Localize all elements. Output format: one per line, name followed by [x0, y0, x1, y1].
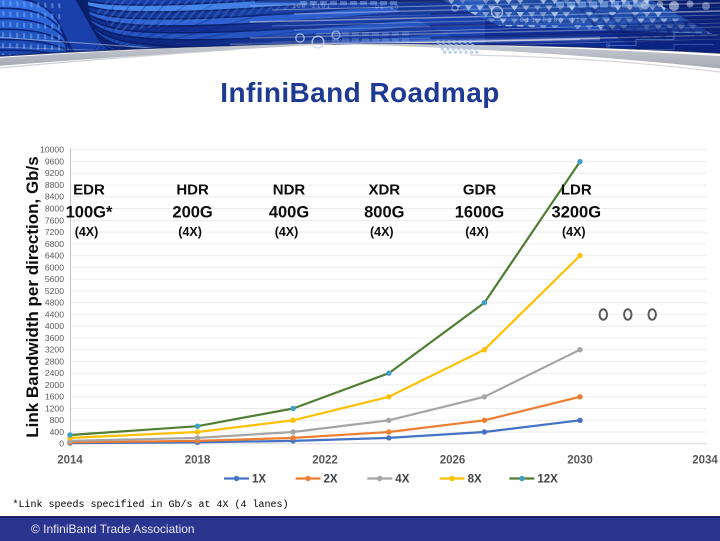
svg-text:400: 400 — [50, 427, 65, 437]
svg-text:100 1101: 100 1101 — [292, 3, 331, 10]
svg-text:Link Bandwidth per direction,: Link Bandwidth per direction, Gb/s — [23, 156, 42, 437]
svg-text:9600: 9600 — [45, 157, 64, 167]
svg-text:(4X): (4X) — [275, 225, 299, 239]
svg-text:2014: 2014 — [57, 455, 83, 467]
svg-text:(4X): (4X) — [465, 225, 489, 239]
svg-text:12X: 12X — [537, 474, 558, 486]
svg-text:1200: 1200 — [45, 403, 64, 413]
svg-text:400G: 400G — [269, 203, 309, 221]
svg-text:EDR: EDR — [73, 182, 105, 199]
svg-text:5600: 5600 — [45, 274, 64, 284]
svg-text:2034: 2034 — [692, 455, 718, 467]
svg-text:(4X): (4X) — [370, 225, 394, 239]
svg-text:(4X): (4X) — [562, 225, 586, 239]
svg-text:6000: 6000 — [45, 262, 64, 272]
svg-text:3200G: 3200G — [552, 203, 602, 221]
svg-text:HDR: HDR — [176, 182, 209, 199]
svg-text:0: 0 — [59, 439, 64, 449]
svg-text:10000: 10000 — [40, 145, 64, 155]
svg-text:2018: 2018 — [185, 455, 211, 467]
svg-text:5200: 5200 — [45, 286, 64, 296]
svg-text:6800: 6800 — [45, 239, 64, 249]
svg-text:01 10: 01 10 — [375, 4, 400, 11]
svg-text:8000: 8000 — [45, 204, 64, 214]
svg-text:6400: 6400 — [45, 251, 64, 261]
svg-text:8400: 8400 — [45, 192, 64, 202]
svg-text:2026: 2026 — [440, 455, 466, 467]
svg-text:XDR: XDR — [368, 182, 400, 199]
svg-text:7600: 7600 — [45, 215, 64, 225]
svg-text:2800: 2800 — [45, 356, 64, 366]
svg-text:LDR: LDR — [561, 182, 592, 199]
svg-text:800G: 800G — [364, 203, 404, 221]
svg-text:7200: 7200 — [45, 227, 64, 237]
svg-text:8800: 8800 — [45, 180, 64, 190]
svg-text:200G: 200G — [172, 203, 212, 221]
svg-text:2030: 2030 — [567, 455, 593, 467]
svg-text:3600: 3600 — [45, 333, 64, 343]
svg-text:100G*: 100G* — [66, 203, 113, 221]
svg-text:2X: 2X — [324, 474, 338, 486]
svg-text:2000: 2000 — [45, 380, 64, 390]
svg-text:1600: 1600 — [45, 392, 64, 402]
svg-text:2400: 2400 — [45, 368, 64, 378]
svg-text:GDR: GDR — [463, 182, 497, 199]
svg-text:4800: 4800 — [45, 298, 64, 308]
svg-text:2022: 2022 — [312, 455, 338, 467]
svg-text:8X: 8X — [468, 474, 482, 486]
svg-text:(4X): (4X) — [178, 225, 202, 239]
svg-text:4400: 4400 — [45, 309, 64, 319]
svg-text:4000: 4000 — [45, 321, 64, 331]
svg-text:9200: 9200 — [45, 168, 64, 178]
svg-text:1600G: 1600G — [455, 203, 505, 221]
svg-text:800: 800 — [50, 415, 65, 425]
svg-text:011 0100 11: 011 0100 11 — [520, 17, 582, 24]
svg-text:3200: 3200 — [45, 345, 64, 355]
svg-text:4X: 4X — [395, 474, 409, 486]
svg-text:(4X): (4X) — [75, 225, 99, 239]
svg-text:NDR: NDR — [273, 182, 306, 199]
svg-text:1X: 1X — [252, 474, 266, 486]
